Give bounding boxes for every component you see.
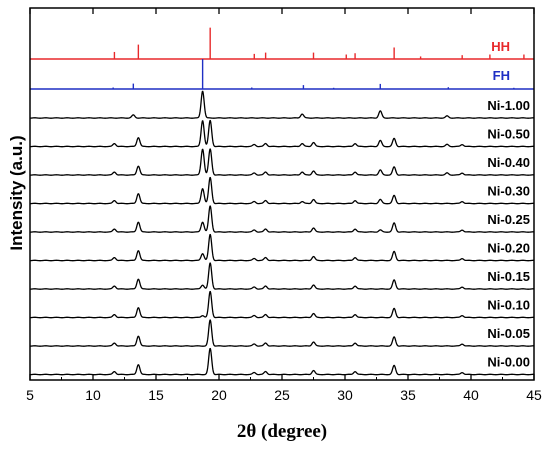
reference-fh: FH <box>30 59 534 90</box>
plot-frame <box>29 7 535 381</box>
trace-ni-1-00: Ni-1.00 <box>29 90 535 119</box>
y-axis-label: Intensity (a.u.) <box>7 135 26 250</box>
trace-ni-0-30: Ni-0.30 <box>29 176 535 205</box>
reference-label: HH <box>491 39 510 54</box>
trace-ni-0-05: Ni-0.05 <box>29 319 535 347</box>
x-tick-label: 20 <box>211 387 227 403</box>
trace-line <box>29 319 535 347</box>
reference-label: FH <box>493 68 510 83</box>
trace-line <box>29 148 535 176</box>
trace-ni-0-10: Ni-0.10 <box>29 290 535 319</box>
trace-line <box>29 119 535 148</box>
series-label: Ni-1.00 <box>487 98 530 113</box>
series-label: Ni-0.40 <box>487 155 530 170</box>
series-label: Ni-0.00 <box>487 355 530 370</box>
trace-line <box>29 233 535 262</box>
trace-line <box>29 176 535 205</box>
x-tick-label: 40 <box>463 387 479 403</box>
series-label: Ni-0.25 <box>487 212 530 227</box>
trace-ni-0-25: Ni-0.25 <box>29 205 535 233</box>
series-label: Ni-0.50 <box>487 127 530 142</box>
trace-line <box>29 290 535 319</box>
series-label: Ni-0.05 <box>487 326 530 341</box>
trace-ni-0-40: Ni-0.40 <box>29 148 535 176</box>
x-tick-label: 15 <box>148 387 164 403</box>
axes-group: 5 10 15 20 25 30 35 40 45 <box>26 7 542 403</box>
reference-patterns-group: HH FH <box>30 27 534 90</box>
series-label: Ni-0.30 <box>487 184 530 199</box>
x-tick-label: 10 <box>85 387 101 403</box>
trace-line <box>29 90 535 119</box>
series-label: Ni-0.20 <box>487 241 530 256</box>
trace-ni-0-00: Ni-0.00 <box>29 347 535 376</box>
x-tick-label: 25 <box>274 387 290 403</box>
trace-line <box>29 205 535 233</box>
x-tick-label: 45 <box>526 387 542 403</box>
trace-ni-0-20: Ni-0.20 <box>29 233 535 262</box>
reference-hh: HH <box>30 27 534 60</box>
x-tick-label: 30 <box>337 387 353 403</box>
x-axis-label: 2θ (degree) <box>237 421 327 442</box>
series-label: Ni-0.15 <box>487 269 530 284</box>
trace-line <box>29 262 535 290</box>
trace-line <box>29 347 535 376</box>
trace-ni-0-50: Ni-0.50 <box>29 119 535 148</box>
labels-group: 2θ (degree) Intensity (a.u.) <box>7 135 327 442</box>
traces-group: Ni-1.00 Ni-0.50 Ni-0.40 Ni-0.30 Ni-0.25 Ni-0.… <box>29 90 535 376</box>
trace-ni-0-15: Ni-0.15 <box>29 262 535 290</box>
x-tick-label: 35 <box>400 387 416 403</box>
series-label: Ni-0.10 <box>487 298 530 313</box>
x-tick-label: 5 <box>26 387 34 403</box>
